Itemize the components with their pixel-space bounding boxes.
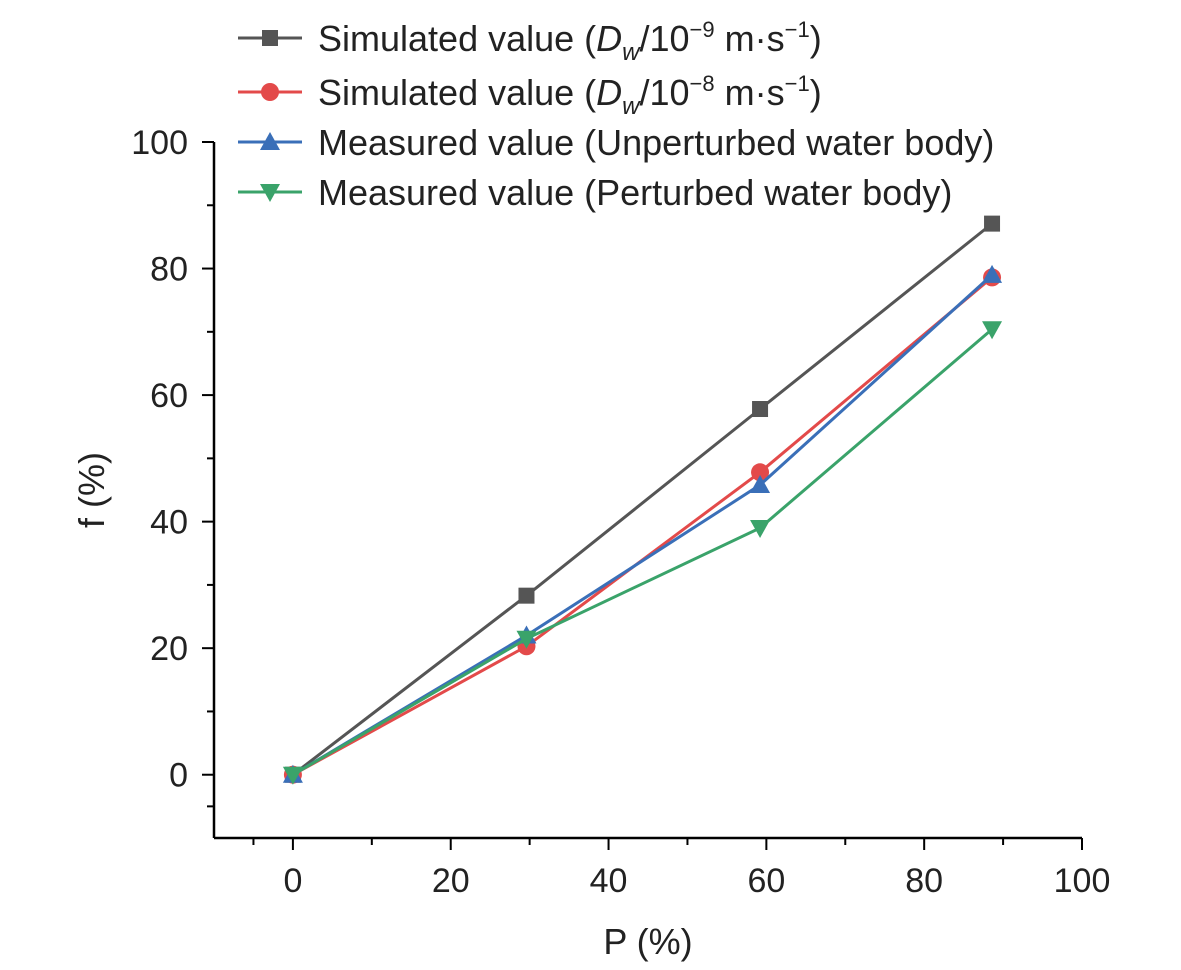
- y-tick-label: 0: [169, 757, 188, 795]
- data-point: [516, 630, 537, 649]
- series-1: [284, 215, 1001, 783]
- data-point: [750, 519, 771, 538]
- data-point: [984, 215, 1001, 232]
- data-point: [282, 766, 303, 785]
- y-tick-label: 100: [131, 124, 188, 162]
- x-tick-label: 40: [590, 862, 628, 900]
- series-line: [291, 222, 993, 776]
- y-tick-label: 80: [150, 251, 188, 289]
- legend-item: Simulated value (Dw/10−9 m·s−1): [238, 17, 822, 66]
- legend-label: Simulated value (Dw/10−9 m·s−1): [318, 17, 822, 66]
- y-tick-label: 60: [150, 377, 188, 415]
- legend-label: Simulated value (Dw/10−8 m·s−1): [318, 71, 822, 120]
- legend-item: Measured value (Unperturbed water body): [238, 122, 994, 163]
- x-tick-label: 20: [432, 862, 470, 900]
- series-2: [283, 268, 1002, 784]
- series-line: [292, 276, 994, 777]
- legend-marker: [260, 184, 280, 202]
- y-tick-label: 20: [150, 630, 188, 668]
- series-line: [292, 273, 994, 777]
- data-point: [752, 401, 769, 418]
- legend: Simulated value (Dw/10−9 m·s−1) Simulated…: [238, 17, 994, 213]
- x-tick-label: 100: [1054, 862, 1111, 900]
- y-tick-label: 40: [150, 504, 188, 542]
- legend-marker: [260, 132, 280, 150]
- legend-label: Measured value (Perturbed water body): [318, 172, 952, 213]
- series-3: [282, 264, 1003, 783]
- legend-marker: [261, 83, 279, 101]
- series-line: [292, 328, 994, 777]
- data-point: [750, 474, 771, 493]
- legend-label: Measured value (Unperturbed water body): [318, 122, 994, 163]
- axes: [212, 142, 1082, 840]
- legend-item: Measured value (Perturbed water body): [238, 172, 952, 213]
- data-point: [751, 463, 770, 482]
- series-group: [282, 215, 1003, 785]
- data-point: [982, 321, 1003, 340]
- x-tick-label: 60: [747, 862, 785, 900]
- y-axis-title: f (%): [71, 452, 112, 528]
- ticks: 0 20 40 60 80 100 0 20 40 60 80 100: [131, 124, 1110, 900]
- data-point: [518, 587, 535, 604]
- x-axis-title: P (%): [603, 921, 692, 962]
- x-tick-label: 80: [905, 862, 943, 900]
- legend-item: Simulated value (Dw/10−8 m·s−1): [238, 71, 822, 120]
- series-4: [282, 321, 1003, 785]
- data-point: [982, 264, 1003, 283]
- x-tick-label: 0: [283, 862, 302, 900]
- legend-marker: [262, 30, 278, 46]
